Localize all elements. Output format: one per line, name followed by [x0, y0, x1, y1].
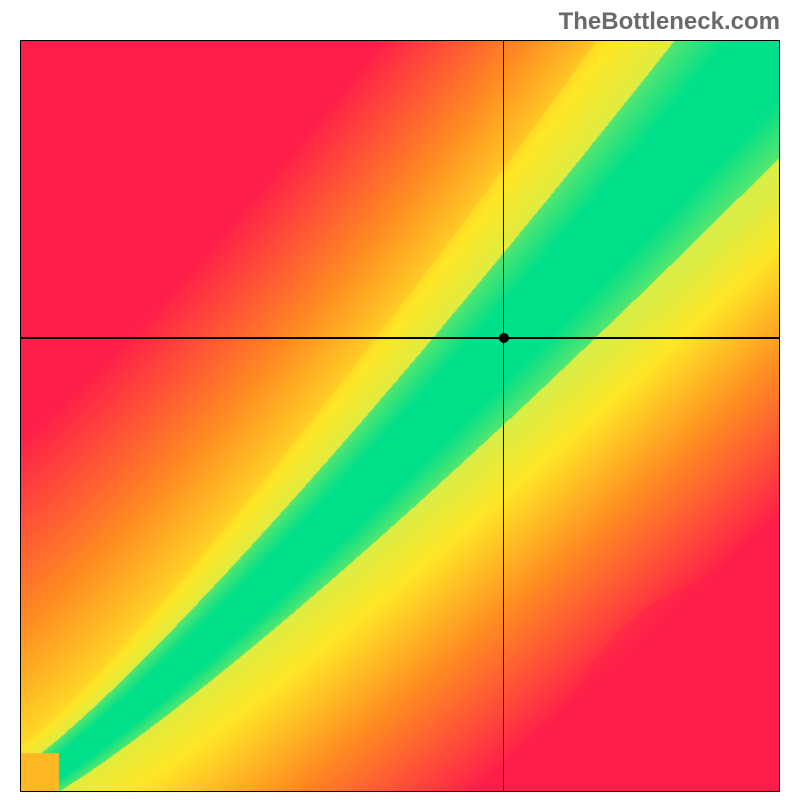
plot-area: [20, 40, 780, 792]
crosshair-horizontal: [21, 337, 779, 339]
heatmap-canvas: [21, 41, 779, 791]
watermark-label: TheBottleneck.com: [559, 8, 780, 36]
crosshair-marker: [499, 333, 509, 343]
crosshair-vertical: [503, 41, 505, 791]
